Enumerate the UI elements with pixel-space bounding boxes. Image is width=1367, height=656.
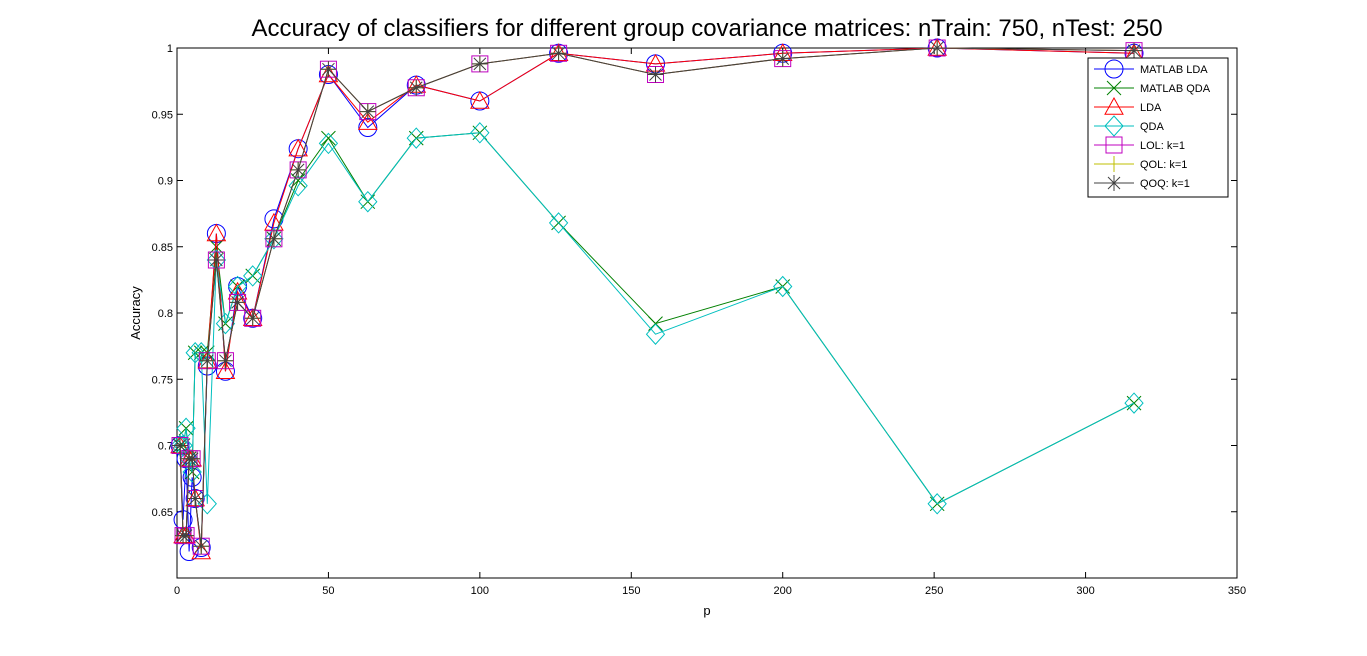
data-point	[199, 352, 216, 369]
data-point	[176, 417, 196, 440]
data-point	[550, 45, 567, 62]
data-point	[288, 175, 308, 197]
data-point	[1126, 42, 1143, 59]
y-tick-label: 0.7	[158, 441, 173, 453]
x-tick-label: 250	[925, 585, 943, 597]
legend-marker	[1104, 96, 1124, 115]
x-axis-label: p	[703, 603, 710, 618]
data-point	[182, 461, 202, 483]
plot-area	[176, 47, 1238, 579]
legend-label: QOQ: k=1	[1140, 178, 1190, 190]
data-point	[320, 61, 337, 78]
y-tick-label: 0.9	[158, 176, 173, 188]
data-point	[206, 249, 227, 271]
data-point	[264, 212, 284, 231]
data-point	[193, 538, 210, 555]
data-point	[215, 361, 236, 379]
x-tick-label: 350	[1228, 585, 1246, 597]
data-point	[548, 212, 569, 234]
data-point	[645, 323, 666, 345]
data-point	[217, 352, 234, 369]
data-point	[209, 239, 224, 255]
data-point	[927, 493, 947, 515]
legend-marker	[1105, 136, 1123, 154]
data-point	[244, 310, 261, 327]
x-tick-label: 150	[622, 585, 640, 597]
data-point	[215, 312, 236, 335]
data-point	[264, 228, 284, 250]
legend-label: LOL: k=1	[1140, 140, 1185, 152]
legend-marker	[1106, 156, 1122, 172]
x-tick-label: 100	[471, 585, 489, 597]
data-point	[187, 490, 204, 507]
data-point	[359, 103, 376, 120]
data-point	[318, 132, 339, 155]
x-tick-label: 200	[774, 585, 792, 597]
data-point	[206, 223, 227, 242]
legend-label: LDA	[1140, 102, 1162, 114]
data-point	[184, 450, 201, 467]
data-point	[178, 527, 195, 544]
legend: MATLAB LDA MATLAB QDA LDA QDA LOL: k=1 QOL: k…	[1087, 57, 1229, 198]
y-tick-label: 1	[167, 43, 173, 55]
legend-box	[1087, 57, 1229, 198]
legend-marker	[1104, 59, 1124, 79]
axis-ticks: 0 50 100 150 200 250 300 350 0.65 0.7 0.75 0.8 0.85 0…	[152, 43, 1247, 597]
x-tick-label: 0	[174, 585, 180, 597]
legend-marker	[1104, 115, 1124, 137]
data-point	[647, 66, 664, 83]
data-point	[290, 161, 307, 178]
series-line	[180, 132, 1135, 505]
data-point	[357, 112, 378, 130]
data-point	[229, 294, 246, 311]
series-6	[172, 40, 1143, 555]
legend-label: MATLAB QDA	[1140, 83, 1211, 95]
y-tick-label: 0.75	[152, 374, 173, 386]
data-point	[290, 173, 306, 188]
data-point	[773, 275, 793, 298]
data-point	[265, 230, 282, 247]
data-point	[358, 190, 378, 213]
data-point	[191, 342, 211, 364]
legend-marker	[1106, 175, 1122, 191]
data-point	[288, 138, 308, 157]
data-point	[470, 122, 490, 144]
x-tick-label: 50	[322, 585, 334, 597]
series-layer	[170, 37, 1144, 561]
data-point	[406, 127, 426, 149]
data-point	[243, 265, 263, 287]
data-point	[1124, 392, 1144, 414]
data-point	[197, 493, 217, 515]
legend-label: QDA	[1140, 121, 1165, 133]
data-point	[470, 90, 490, 109]
y-axis-label: Accuracy	[128, 286, 143, 340]
legend-label: MATLAB LDA	[1140, 64, 1208, 76]
legend-label: QOL: k=1	[1140, 159, 1187, 171]
legend-marker	[1106, 80, 1122, 96]
x-tick-label: 300	[1076, 585, 1094, 597]
data-point	[321, 130, 336, 146]
data-point	[774, 50, 791, 67]
data-point	[172, 437, 189, 454]
y-tick-label: 0.8	[158, 308, 173, 320]
y-tick-label: 0.85	[152, 242, 173, 254]
y-tick-label: 0.65	[152, 507, 173, 519]
data-point	[408, 79, 425, 96]
y-tick-label: 0.95	[152, 109, 173, 121]
data-point	[471, 55, 488, 72]
data-point	[185, 342, 205, 364]
data-point	[208, 252, 225, 268]
data-point	[929, 40, 946, 56]
chart-title: Accuracy of classifiers for different gr…	[251, 15, 1162, 42]
